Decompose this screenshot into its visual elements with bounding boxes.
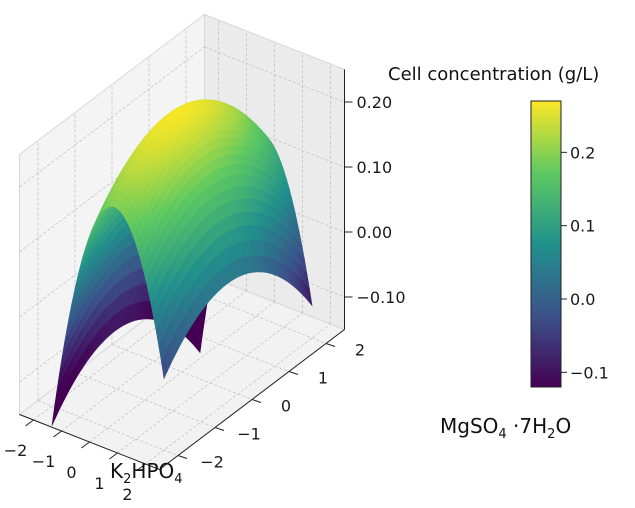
x-tick-label: 1	[94, 474, 104, 493]
grid-line	[74, 372, 216, 428]
x-tick-mark	[109, 452, 118, 460]
colorbar-tick-label: 0.2	[570, 143, 595, 162]
grid-line	[204, 46, 345, 103]
y-tick-mark	[214, 427, 225, 431]
colorbar-tick-label: 0.1	[570, 217, 595, 236]
x-tick-mark	[53, 430, 62, 438]
colorbar-title: Cell concentration (g/L)	[388, 64, 599, 85]
y-axis-title: MgSO4 ·7H2O	[440, 414, 571, 442]
colorbar-ticks: 0.2 0.1 0.0 −0.1	[561, 143, 609, 382]
grid-line	[111, 344, 253, 400]
x-tick-label: 2	[122, 485, 132, 504]
z-tick-label: −0.10	[357, 288, 406, 307]
y-tick-label: −1	[237, 425, 261, 444]
x-tick-label: −1	[32, 452, 56, 471]
y-tick-label: 0	[281, 397, 291, 416]
x-axis-title: K2HPO4	[110, 459, 183, 487]
grid-line	[19, 46, 205, 188]
x-axis-ticks: −2−1 012	[4, 419, 146, 504]
y-axis-ticks: −2 −1 0 1 2	[177, 341, 365, 472]
colorbar-tick-label: 0.0	[570, 290, 595, 309]
x-tick-mark	[25, 419, 34, 427]
x-tick-label: 0	[66, 463, 76, 482]
z-axis-ticks: −0.10 0.00 0.10 0.20	[344, 93, 406, 307]
grid-line	[145, 323, 331, 465]
grid-line	[117, 312, 303, 454]
x-tick-label: −2	[4, 441, 28, 460]
y-tick-mark	[177, 455, 188, 459]
surface-patch	[161, 353, 168, 380]
y-tick-label: −2	[200, 453, 224, 472]
grid-line	[37, 400, 179, 456]
x-tick-mark	[137, 463, 146, 471]
y-tick-mark	[251, 399, 262, 403]
y-tick-mark	[325, 343, 336, 347]
colorbar-tick-label: −0.1	[570, 363, 609, 382]
x-tick-mark	[81, 441, 90, 449]
z-tick-label: 0.00	[357, 223, 393, 242]
z-tick-label: 0.10	[357, 158, 393, 177]
colorbar	[530, 100, 562, 388]
y-tick-mark	[288, 371, 299, 375]
y-tick-label: 2	[355, 341, 365, 360]
grid-line	[19, 111, 205, 253]
surface-plot	[51, 99, 313, 426]
y-tick-label: 1	[318, 369, 328, 388]
z-tick-label: 0.20	[357, 93, 393, 112]
